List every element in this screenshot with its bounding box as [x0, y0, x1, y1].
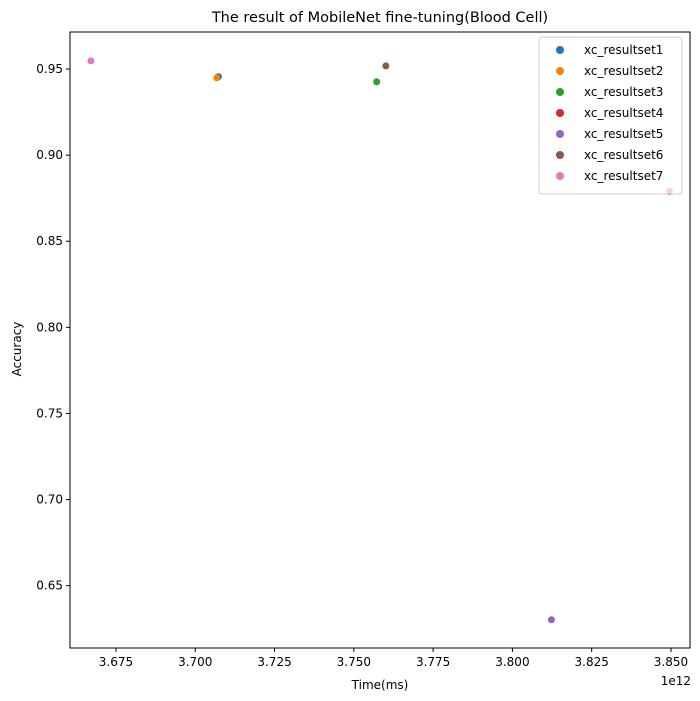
legend-marker [556, 46, 564, 54]
y-tick-label: 0.85 [36, 234, 63, 248]
legend-label: xc_resultset6 [584, 148, 663, 162]
x-tick-label: 3.700 [178, 655, 212, 669]
x-tick-label: 3.850 [654, 655, 688, 669]
x-tick-label: 3.725 [257, 655, 291, 669]
legend-label: xc_resultset2 [584, 64, 663, 78]
data-point-xc_resultset5 [547, 616, 555, 624]
x-tick-label: 3.775 [416, 655, 450, 669]
x-tick-label: 3.800 [495, 655, 529, 669]
legend-marker [556, 151, 564, 159]
legend: xc_resultset1 xc_resultset2 xc_resultset3x… [538, 36, 683, 195]
y-tick-label: 0.95 [36, 62, 63, 76]
data-point-xc_resultset7 [87, 57, 95, 65]
legend-marker [556, 88, 564, 96]
x-tick-label: 3.825 [575, 655, 609, 669]
legend-box [538, 36, 683, 195]
y-tick-label: 0.70 [36, 493, 63, 507]
legend-marker [556, 109, 564, 117]
x-tick-label: 3.675 [99, 655, 133, 669]
x-axis: 3.675 3.700 3.725 3.750 3.775 3.800 3.825 3.850 [99, 648, 688, 669]
y-tick-label: 0.90 [36, 148, 63, 162]
legend-label: xc_resultset1 [584, 43, 663, 57]
y-axis: 0.65 0.70 0.75 0.80 0.85 0.90 0.95 [36, 62, 70, 593]
legend-label: xc_resultset3 [584, 85, 663, 99]
legend-marker [556, 172, 564, 180]
plot-frame [69, 31, 691, 649]
y-tick-label: 0.65 [36, 579, 63, 593]
data-point-xc_resultset6 [382, 62, 390, 70]
y-tick-label: 0.80 [36, 320, 63, 334]
legend-marker [556, 130, 564, 138]
chart-title: The result of MobileNet fine-tuning(Bloo… [211, 10, 548, 26]
x-axis-label: Time(ms) [351, 678, 409, 692]
y-tick-label: 0.75 [36, 406, 63, 420]
y-axis-label: Accuracy [10, 322, 24, 377]
legend-label: xc_resultset5 [584, 127, 663, 141]
x-axis-offset-label: 1e12 [661, 674, 691, 688]
legend-marker [556, 67, 564, 75]
legend-label: xc_resultset7 [584, 169, 663, 183]
data-point-xc_resultset2 [213, 74, 221, 82]
x-tick-label: 3.750 [337, 655, 371, 669]
data-point-xc_resultset3 [373, 78, 381, 86]
legend-label: xc_resultset4 [584, 106, 663, 120]
